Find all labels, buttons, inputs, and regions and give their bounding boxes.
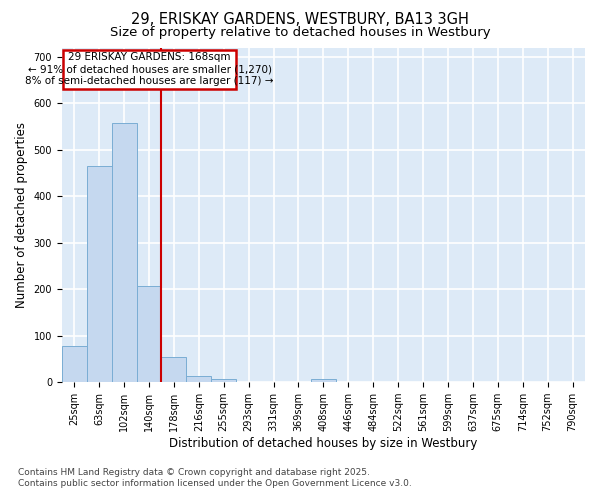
- Bar: [62, 346, 86, 382]
- Text: 29, ERISKAY GARDENS, WESTBURY, BA13 3GH: 29, ERISKAY GARDENS, WESTBURY, BA13 3GH: [131, 12, 469, 28]
- Bar: [161, 356, 187, 382]
- Bar: [63, 50, 236, 90]
- Bar: [86, 166, 112, 382]
- X-axis label: Distribution of detached houses by size in Westbury: Distribution of detached houses by size …: [169, 437, 478, 450]
- Bar: [311, 378, 336, 382]
- Text: 8% of semi-detached houses are larger (117) →: 8% of semi-detached houses are larger (1…: [25, 76, 274, 86]
- Bar: [112, 123, 137, 382]
- Text: Contains HM Land Registry data © Crown copyright and database right 2025.
Contai: Contains HM Land Registry data © Crown c…: [18, 468, 412, 487]
- Bar: [187, 376, 211, 382]
- Text: 29 ERISKAY GARDENS: 168sqm: 29 ERISKAY GARDENS: 168sqm: [68, 52, 231, 62]
- Bar: [137, 286, 161, 382]
- Y-axis label: Number of detached properties: Number of detached properties: [15, 122, 28, 308]
- Bar: [211, 378, 236, 382]
- Text: Size of property relative to detached houses in Westbury: Size of property relative to detached ho…: [110, 26, 490, 39]
- Text: ← 91% of detached houses are smaller (1,270): ← 91% of detached houses are smaller (1,…: [28, 64, 272, 74]
